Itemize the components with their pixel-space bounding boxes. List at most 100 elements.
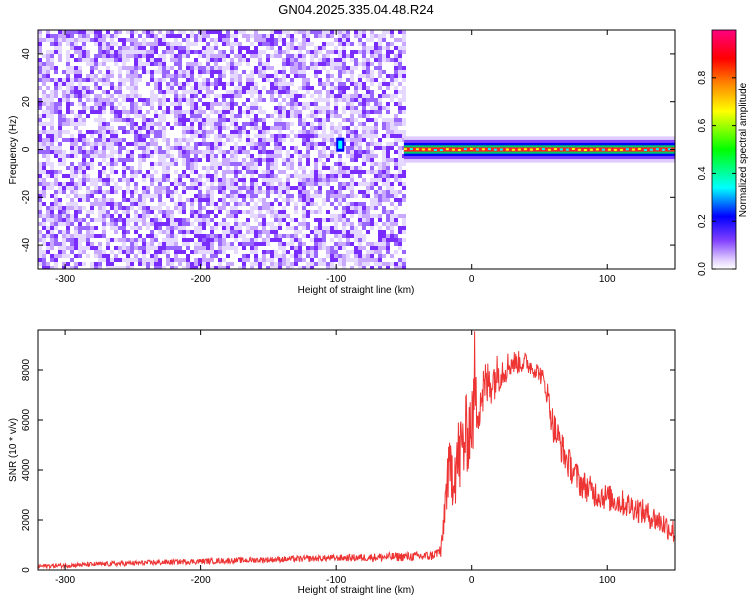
spectrogram-cell — [250, 158, 254, 162]
spectrogram-cell — [130, 122, 134, 126]
spectrogram-cell — [274, 146, 278, 150]
spectrogram-cell — [166, 170, 170, 174]
spectrogram-cell — [246, 58, 250, 62]
spectrogram-cell — [46, 170, 50, 174]
spectrogram-cell — [310, 134, 314, 138]
spectrogram-cell — [54, 130, 58, 134]
spectrogram-cell — [198, 122, 202, 126]
spectrogram-cell — [166, 222, 170, 226]
spectrogram-cell — [334, 242, 338, 246]
spectrogram-cell — [250, 198, 254, 202]
spectrogram-cell — [62, 130, 66, 134]
spectrogram-cell — [102, 206, 106, 210]
spectrogram-cell — [350, 74, 354, 78]
spectrogram-cell — [254, 118, 258, 122]
spectrogram-cell — [318, 98, 322, 102]
spectrogram-cell — [362, 222, 366, 226]
spectrogram-cell — [174, 222, 178, 226]
spectrogram-cell — [190, 50, 194, 54]
spectrogram-cell — [70, 154, 74, 158]
spectrogram-cell — [210, 178, 214, 182]
spectrogram-cell — [86, 254, 90, 258]
spectrogram-cell — [274, 98, 278, 102]
spectrogram-cell — [134, 74, 138, 78]
spectrogram-cell — [354, 158, 358, 162]
spectrogram-cell — [70, 234, 74, 238]
spectrogram-cell — [290, 218, 294, 222]
spectrogram-cell — [198, 158, 202, 162]
spectrogram-tone-speckle — [619, 148, 623, 151]
spectrogram-cell — [254, 262, 258, 266]
spectrogram-cell — [210, 238, 214, 242]
spectrogram-cell — [210, 90, 214, 94]
spectrogram-cell — [158, 210, 162, 214]
spectrogram-cell — [278, 234, 282, 238]
spectrogram-cell — [106, 146, 110, 150]
spectrogram-cell — [314, 190, 318, 194]
spectrogram-cell — [346, 54, 350, 58]
spectrogram-cell — [214, 174, 218, 178]
spectrogram-cell — [262, 218, 266, 222]
spectrogram-cell — [142, 154, 146, 158]
spectrogram-cell — [126, 130, 130, 134]
spectrogram-cell — [330, 142, 334, 146]
spectrogram-cell — [258, 150, 262, 154]
spectrogram-cell — [82, 150, 86, 154]
spectrogram-cell — [46, 94, 50, 98]
spectrogram-cell — [206, 106, 210, 110]
spectrogram-cell — [338, 94, 342, 98]
spectrogram-cell — [222, 150, 226, 154]
spectrogram-cell — [174, 254, 178, 258]
spectrogram-cell — [50, 50, 54, 54]
spectrogram-cell — [210, 150, 214, 154]
spectrogram-cell — [218, 54, 222, 58]
spectrogram-cell — [50, 126, 54, 130]
spectrogram-cell — [370, 162, 374, 166]
spectrogram-cell — [106, 266, 110, 269]
spectrogram-cell — [194, 214, 198, 218]
spectrogram-cell — [38, 118, 42, 122]
spectrogram-cell — [194, 230, 198, 234]
spectrogram-cell — [386, 198, 390, 202]
spectrogram-cell — [290, 154, 294, 158]
spectrogram-cell — [394, 242, 398, 246]
spectrogram-cell — [130, 206, 134, 210]
spectrogram-cell — [322, 58, 326, 62]
spectrogram-cell — [366, 142, 370, 146]
spectrogram-cell — [166, 74, 170, 78]
spectrogram-cell — [266, 162, 270, 166]
spectrogram-cell — [50, 134, 54, 138]
spectrogram-cell — [258, 54, 262, 58]
spectrogram-cell — [174, 110, 178, 114]
spectrogram-cell — [78, 230, 82, 234]
spectrogram-cell — [58, 210, 62, 214]
spectrogram-cell — [398, 54, 402, 58]
spectrogram-cell — [302, 78, 306, 82]
spectrogram-cell — [110, 82, 114, 86]
spectrogram-cell — [298, 66, 302, 70]
spectrogram-cell — [290, 242, 294, 246]
spectrogram-cell — [214, 162, 218, 166]
spectrogram-cell — [42, 54, 46, 58]
spectrogram-cell — [198, 238, 202, 242]
spectrogram-cell — [102, 190, 106, 194]
spectrogram-cell — [274, 90, 278, 94]
spectrogram-cell — [338, 238, 342, 242]
spectrogram-cell — [266, 74, 270, 78]
spectrogram-cell — [154, 246, 158, 250]
spectrogram-cell — [130, 262, 134, 266]
spectrogram-cell — [110, 154, 114, 158]
spectrogram-cell — [278, 170, 282, 174]
spectrogram-cell — [86, 74, 90, 78]
spectrogram-cell — [94, 250, 98, 254]
spectrogram-cell — [286, 190, 290, 194]
spectrogram-cell — [326, 158, 330, 162]
spectrogram-cell — [226, 266, 230, 269]
spectrogram-cell — [254, 178, 258, 182]
spectrogram-cell — [158, 42, 162, 46]
spectrogram-cell — [174, 118, 178, 122]
spectrogram-cell — [78, 210, 82, 214]
spectrogram-cell — [278, 214, 282, 218]
spectrogram-cell — [370, 110, 374, 114]
spectrogram-cell — [126, 66, 130, 70]
